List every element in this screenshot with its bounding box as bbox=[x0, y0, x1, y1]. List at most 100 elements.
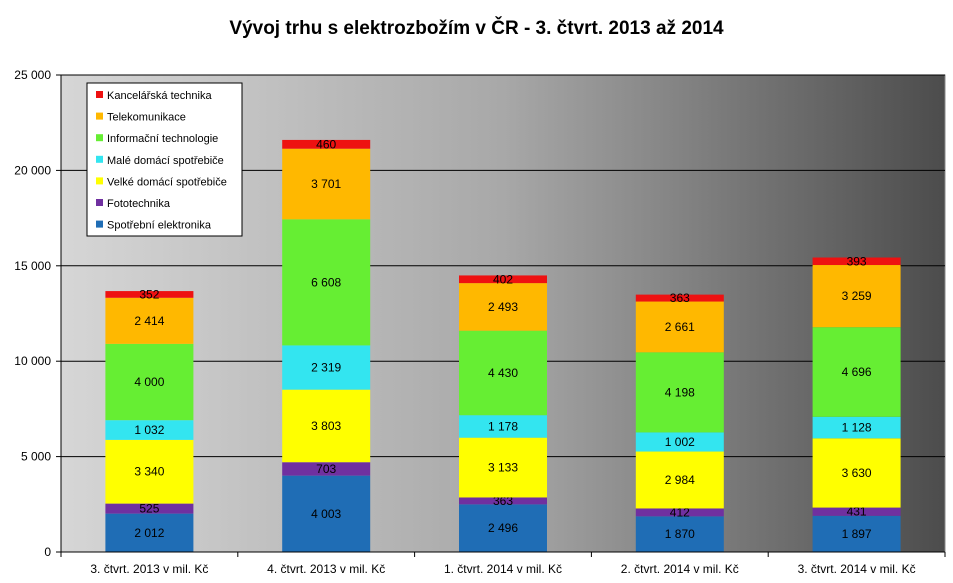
x-category-label: 3. čtvrt. 2013 v mil. Kč bbox=[90, 562, 208, 576]
bar-segment bbox=[459, 283, 547, 331]
legend-label: Fototechnika bbox=[107, 198, 171, 210]
data-label: 2 493 bbox=[488, 300, 518, 314]
bar-segment bbox=[105, 291, 194, 298]
x-category-label: 3. čtvrt. 2014 v mil. Kč bbox=[798, 562, 916, 576]
data-label: 431 bbox=[847, 505, 867, 519]
legend-label: Velké domácí spotřebiče bbox=[107, 176, 227, 188]
x-category-label: 1. čtvrt. 2014 v mil. Kč bbox=[444, 562, 562, 576]
x-category-label: 2. čtvrt. 2014 v mil. Kč bbox=[621, 562, 739, 576]
data-label: 3 701 bbox=[311, 177, 341, 191]
legend-swatch bbox=[96, 134, 103, 142]
data-label: 6 608 bbox=[311, 275, 341, 289]
bar-segment bbox=[812, 438, 901, 508]
bar-segment bbox=[635, 352, 724, 433]
bar-segment bbox=[812, 327, 901, 417]
legend-swatch bbox=[96, 91, 103, 98]
bar-segment bbox=[105, 439, 194, 504]
data-label: 2 496 bbox=[488, 521, 518, 535]
bar-segment bbox=[459, 275, 547, 284]
y-tick-label: 5 000 bbox=[21, 450, 51, 464]
data-label: 352 bbox=[139, 287, 159, 301]
bar-segment bbox=[105, 343, 194, 421]
bar-segment bbox=[282, 475, 371, 552]
data-label: 703 bbox=[316, 462, 336, 476]
bar-segment bbox=[459, 415, 547, 438]
bar-segment bbox=[635, 508, 724, 517]
bar-segment bbox=[459, 437, 547, 498]
data-label: 393 bbox=[847, 254, 867, 268]
data-label: 2 661 bbox=[665, 320, 695, 334]
bar-segment bbox=[282, 462, 371, 476]
y-tick-label: 15 000 bbox=[14, 259, 51, 273]
bar-segment bbox=[459, 497, 547, 505]
axes: 0 5 000 10 000 15 000 20 000 25 000 3. čtvrt. … bbox=[14, 68, 946, 576]
bars: 2 012 525 3 340 1 032 4 000 2 414 352 4 003 703 3… bbox=[105, 137, 901, 552]
chart-title: Vývoj trhu s elektrozbožím v ČR - 3. čtv… bbox=[229, 18, 724, 39]
data-label: 525 bbox=[139, 502, 159, 516]
data-label: 3 259 bbox=[842, 289, 872, 303]
data-label: 3 630 bbox=[842, 466, 872, 480]
bar-segment bbox=[459, 504, 547, 552]
data-label: 3 133 bbox=[488, 461, 518, 475]
bar-segment bbox=[282, 219, 371, 346]
data-label: 1 870 bbox=[665, 527, 695, 541]
bar-segment bbox=[635, 516, 724, 552]
bar-segment bbox=[282, 389, 371, 463]
legend-label: Spotřební elektronika bbox=[107, 220, 212, 232]
data-label: 412 bbox=[670, 505, 690, 519]
data-label: 3 803 bbox=[311, 419, 341, 433]
data-label: 2 012 bbox=[134, 526, 164, 540]
bar-segment bbox=[635, 432, 724, 452]
bar-segment bbox=[635, 301, 724, 353]
data-label: 4 000 bbox=[134, 375, 164, 389]
data-label: 2 984 bbox=[665, 473, 695, 487]
bar-segment bbox=[812, 265, 901, 328]
legend: Kancelářská technika Telekomunikace Inform… bbox=[86, 82, 243, 237]
data-label: 2 319 bbox=[311, 361, 341, 375]
y-tick-label: 0 bbox=[44, 545, 51, 559]
bar-segment bbox=[282, 148, 371, 220]
y-tick-label: 20 000 bbox=[14, 163, 51, 177]
legend-label: Kancelářská technika bbox=[107, 90, 212, 102]
data-label: 1 897 bbox=[842, 527, 872, 541]
bar-segment bbox=[812, 515, 901, 552]
bar-segment bbox=[105, 297, 194, 344]
data-label: 460 bbox=[316, 137, 336, 151]
legend-label: Telekomunikace bbox=[107, 112, 186, 124]
bar-segment bbox=[812, 507, 901, 516]
bar-segment bbox=[105, 503, 194, 514]
data-label: 1 032 bbox=[134, 423, 164, 437]
bar-segment bbox=[635, 451, 724, 509]
bar-segment bbox=[459, 330, 547, 416]
data-label: 1 128 bbox=[842, 421, 872, 435]
legend-label: Malé domácí spotřebiče bbox=[107, 155, 224, 167]
bar-segment bbox=[105, 513, 194, 552]
legend-label: Informační technologie bbox=[107, 133, 218, 145]
bar-segment bbox=[105, 420, 194, 440]
legend-swatch bbox=[96, 199, 103, 206]
data-label: 4 003 bbox=[311, 507, 341, 521]
bar-segment bbox=[282, 345, 371, 390]
legend-swatch bbox=[96, 112, 103, 120]
data-label: 1 178 bbox=[488, 419, 518, 433]
y-tick-label: 10 000 bbox=[14, 354, 51, 368]
data-label: 363 bbox=[670, 291, 690, 305]
data-label: 3 340 bbox=[134, 465, 164, 479]
legend-swatch bbox=[96, 220, 103, 228]
bar-segment bbox=[635, 294, 724, 302]
legend-swatch bbox=[96, 177, 103, 185]
bar-segment bbox=[812, 257, 901, 266]
data-label: 402 bbox=[493, 272, 513, 286]
data-label: 2 414 bbox=[134, 314, 164, 328]
data-label: 4 696 bbox=[842, 365, 872, 379]
legend-box bbox=[86, 82, 243, 237]
legend-swatch bbox=[96, 155, 103, 163]
data-label: 4 430 bbox=[488, 366, 518, 380]
data-label: 1 002 bbox=[665, 435, 695, 449]
data-label: 4 198 bbox=[665, 385, 695, 399]
bar-segment bbox=[282, 139, 371, 149]
x-category-label: 4. čtvrt. 2013 v mil. Kč bbox=[267, 562, 385, 576]
y-tick-label: 25 000 bbox=[14, 68, 51, 82]
bar-segment bbox=[812, 416, 901, 439]
